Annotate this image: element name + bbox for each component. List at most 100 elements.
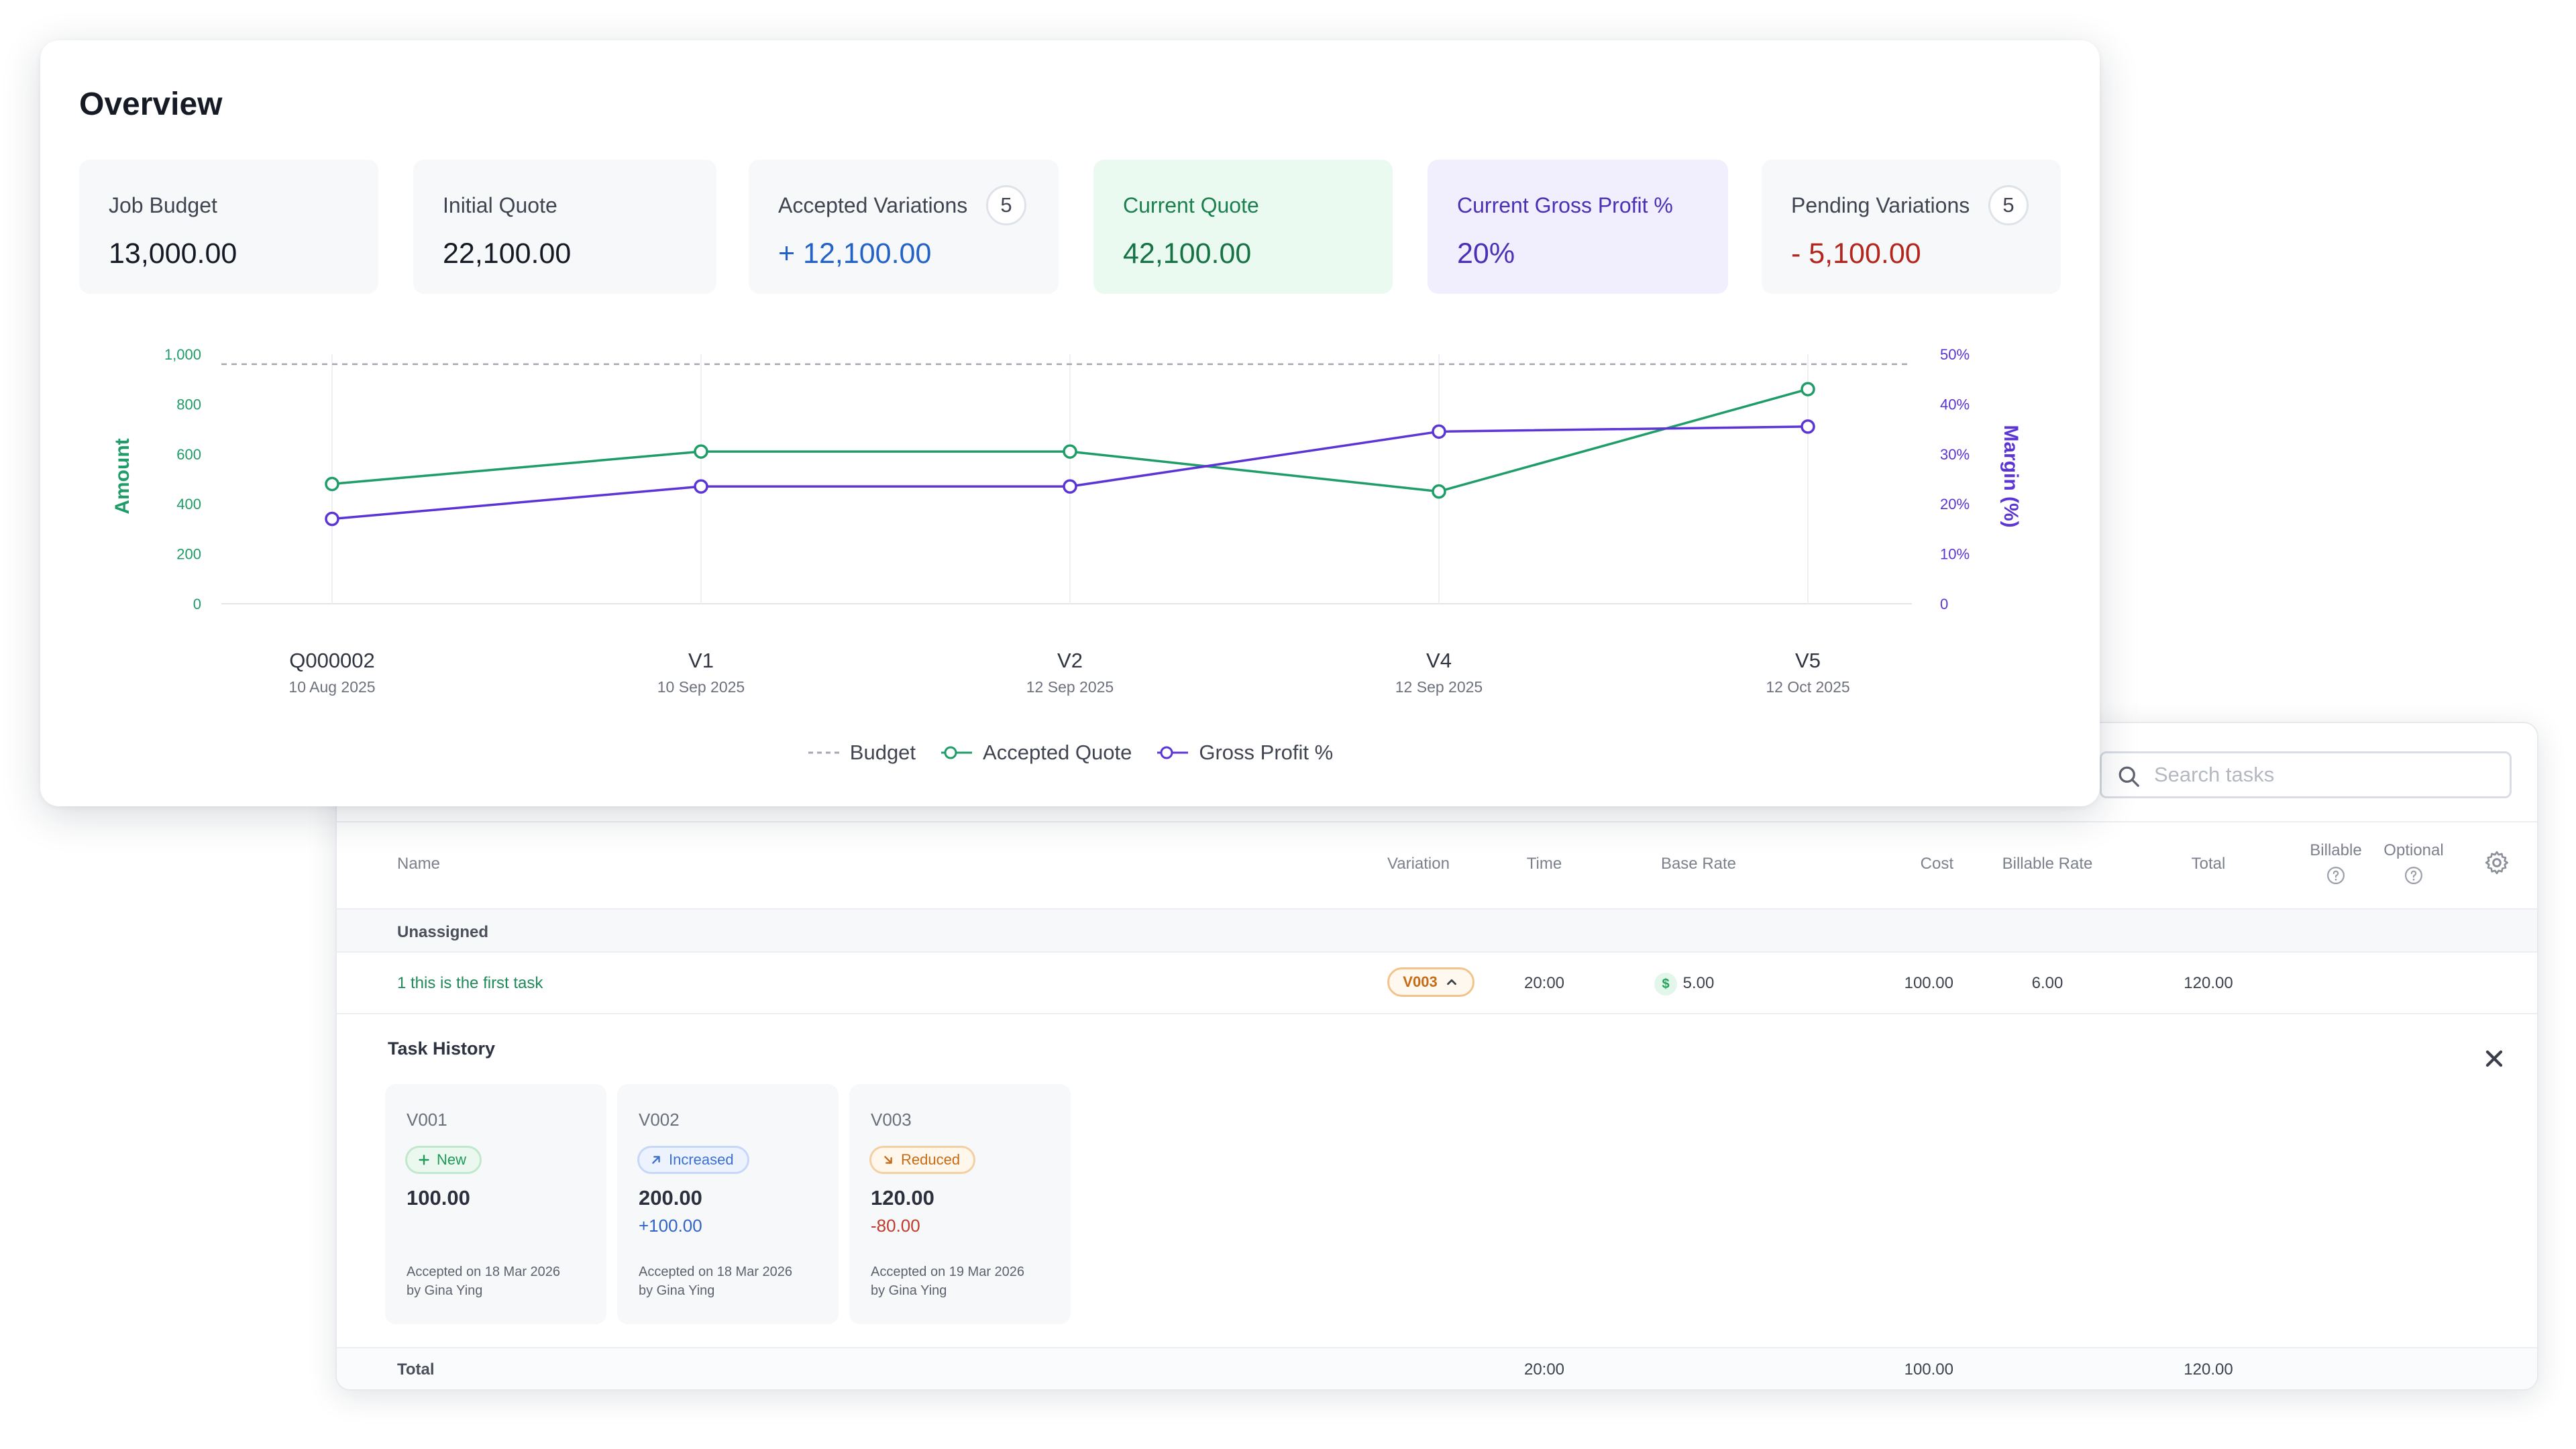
y2-tick-label: 20% [1940,496,1970,513]
task-table-header: Name Variation Time Base Rate Cost Billa… [337,821,2537,910]
stat-initial-quote: Initial Quote 22,100.00 [413,160,716,294]
total-time: 20:00 [1523,1360,1565,1379]
x-tick-label: Q000002 [289,649,375,672]
billable-dollar-icon[interactable]: $ [1654,973,1677,996]
status-badge: New [405,1146,482,1174]
y-axis-title: Amount [111,438,133,514]
history-accepted-info: Accepted on 19 Mar 2026 by Gina Ying [871,1263,1065,1300]
legend-swatch-budget [808,751,839,754]
tasks-panel: Name Variation Time Base Rate Cost Billa… [335,722,2538,1391]
header-time[interactable]: Time [1526,855,1562,873]
data-point-accepted-quote [1432,484,1446,499]
stat-value: 22,100.00 [443,237,572,270]
stat-label: Current Quote [1123,193,1259,217]
variation-pill[interactable]: V003 [1387,967,1474,997]
stat-label: Pending Variations [1791,193,1970,217]
x-tick-date: 10 Sep 2025 [657,678,745,696]
data-point-accepted-quote [1063,444,1077,459]
task-total: 120.00 [2184,974,2233,992]
x-tick-date: 10 Aug 2025 [288,678,375,696]
close-icon[interactable] [2481,1045,2508,1072]
stat-pending-variations[interactable]: Pending Variations 5 - 5,100.00 [1762,160,2061,294]
legend-item-accepted-quote[interactable]: Accepted Quote [940,741,1132,765]
history-delta: +100.00 [639,1216,702,1236]
y2-tick-label: 0 [1940,596,1948,612]
x-tick-label: V2 [1057,649,1083,672]
page-title: Overview [79,87,223,122]
stat-job-budget: Job Budget 13,000.00 [79,160,378,294]
data-point-gross-profit [1063,479,1077,494]
stat-value: 13,000.00 [109,237,237,270]
stat-current-gross-profit: Current Gross Profit % 20% [1428,160,1728,294]
header-billable: Billable [2310,841,2362,859]
count-badge: 5 [986,185,1026,225]
y-tick-label: 200 [176,546,201,563]
stat-accepted-variations[interactable]: Accepted Variations 5 + 12,100.00 [749,160,1059,294]
stat-current-quote: Current Quote 42,100.00 [1093,160,1393,294]
x-tick-date: 12 Sep 2025 [1026,678,1114,696]
badge-label: Reduced [901,1151,961,1168]
header-billable-rate[interactable]: Billable Rate [2002,855,2093,873]
header-variation[interactable]: Variation [1387,855,1450,873]
y-tick-label: 600 [176,446,201,463]
header-cost[interactable]: Cost [1920,855,1953,873]
arrow-down-right-icon [884,1156,892,1164]
group-label: Unassigned [397,923,489,941]
y2-tick-label: 10% [1940,546,1970,563]
task-history-title: Task History [388,1038,496,1059]
stat-label: Accepted Variations [778,193,968,217]
y-tick-label: 1,000 [164,346,201,363]
search-input[interactable] [2154,753,2503,796]
header-total[interactable]: Total [2191,855,2226,873]
stat-value: - 5,100.00 [1791,237,1921,270]
badge-label: New [437,1151,467,1168]
history-amount: 200.00 [639,1186,702,1210]
badge-label: Increased [669,1151,734,1168]
x-tick-label: V5 [1795,649,1821,672]
group-row-unassigned: Unassigned [337,910,2537,953]
stat-value: 42,100.00 [1123,237,1252,270]
search-box[interactable] [2100,751,2512,798]
variation-pill-label: V003 [1403,973,1438,990]
arrow-up-right-icon [652,1156,660,1164]
stat-value: 20% [1457,237,1515,270]
history-version: V001 [407,1110,447,1130]
search-icon [2118,766,2139,787]
optional-info-icon[interactable] [2404,865,2424,885]
header-optional: Optional [2383,841,2444,859]
table-row[interactable]: 1 this is the first task V003 20:00 5.00… [337,953,2537,1014]
x-tick-date: 12 Oct 2025 [1766,678,1849,696]
legend-label: Gross Profit % [1199,741,1334,764]
task-base-rate: 5.00 [1682,974,1715,992]
history-version: V002 [639,1110,680,1130]
y-tick-label: 800 [176,396,201,413]
legend-item-budget[interactable]: Budget [807,741,916,765]
history-card-v002: V002 Increased 200.00 +100.00 Accepted o… [617,1084,839,1324]
data-point-gross-profit [694,479,708,494]
legend-item-gross-profit[interactable]: Gross Profit % [1156,741,1333,765]
billable-info-icon[interactable] [2326,865,2346,885]
y2-tick-label: 40% [1940,396,1970,413]
legend-swatch-accepted-quote [941,746,973,759]
task-name-link[interactable]: 1 this is the first task [397,974,543,992]
y2-axis-title: Margin (%) [2000,425,2022,527]
header-name[interactable]: Name [397,855,441,873]
accepted-by: by Gina Ying [871,1283,947,1298]
total-amount: 120.00 [2184,1360,2233,1379]
history-accepted-info: Accepted on 18 Mar 2026 by Gina Ying [407,1263,601,1300]
stat-label: Job Budget [109,193,217,217]
chart-legend: Budget Accepted Quote Gross Profit % [40,738,2100,767]
x-tick-label: V1 [688,649,714,672]
column-settings-gear-icon[interactable] [2483,849,2510,876]
accepted-by: by Gina Ying [639,1283,715,1298]
y2-tick-label: 30% [1940,446,1970,463]
total-label: Total [397,1360,435,1379]
accepted-date: Accepted on 19 Mar 2026 [871,1265,1025,1279]
stat-value: + 12,100.00 [778,237,932,270]
y2-tick-label: 50% [1940,346,1970,363]
header-base-rate[interactable]: Base Rate [1660,855,1737,873]
data-point-accepted-quote [1801,382,1815,396]
stat-label: Current Gross Profit % [1457,193,1673,217]
history-amount: 100.00 [407,1186,470,1210]
y-tick-label: 400 [176,496,201,513]
